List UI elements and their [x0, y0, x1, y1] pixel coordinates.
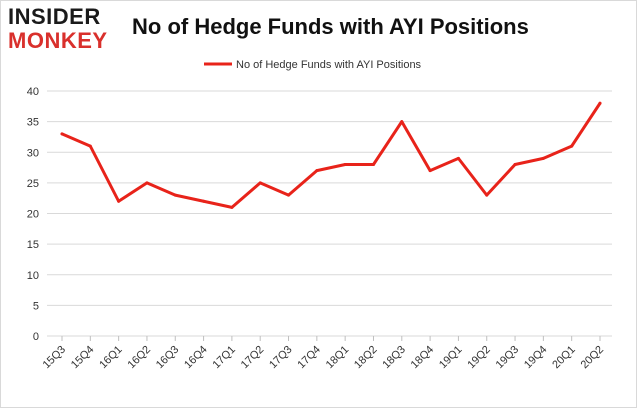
- data-point: [541, 156, 545, 160]
- data-point: [145, 181, 149, 185]
- data-point: [371, 163, 375, 166]
- logo-line-1: INSIDER: [8, 4, 101, 29]
- x-tick-label: 17Q1: [210, 344, 238, 372]
- y-tick-label: 35: [27, 117, 39, 129]
- x-tick-label: 20Q2: [579, 344, 607, 372]
- data-point: [598, 101, 602, 105]
- x-tick-label: 16Q1: [97, 344, 125, 372]
- x-tick-label: 19Q3: [494, 344, 522, 372]
- data-point: [230, 205, 234, 209]
- x-tick-label: 16Q4: [182, 344, 210, 372]
- x-tick-label: 19Q1: [437, 344, 465, 372]
- x-tick-label: 17Q3: [267, 344, 295, 372]
- data-point: [570, 144, 574, 148]
- y-tick-label: 0: [33, 331, 39, 343]
- x-tick-label: 18Q1: [324, 344, 352, 372]
- x-tick-label: 15Q3: [41, 344, 69, 372]
- data-point: [173, 193, 177, 197]
- x-tick-label: 19Q4: [522, 344, 550, 372]
- data-point: [400, 120, 404, 124]
- y-tick-label: 5: [33, 300, 39, 312]
- y-tick-label: 30: [27, 147, 39, 159]
- x-tick-label: 16Q3: [154, 344, 182, 372]
- x-tick-label: 17Q2: [239, 344, 267, 372]
- legend-label: No of Hedge Funds with AYI Positions: [236, 59, 422, 71]
- data-point: [315, 169, 319, 173]
- x-tick-label: 19Q2: [465, 344, 493, 372]
- data-point: [287, 193, 291, 197]
- y-tick-label: 40: [27, 86, 39, 98]
- insider-monkey-logo: INSIDER MONKEY: [8, 6, 120, 52]
- x-tick-label: 16Q2: [126, 344, 154, 372]
- x-tick-label: 18Q3: [380, 344, 408, 372]
- series-line: [60, 101, 602, 209]
- x-tick-label: 17Q4: [295, 344, 323, 372]
- data-point: [258, 181, 262, 185]
- data-point: [202, 199, 206, 203]
- data-point: [428, 169, 432, 173]
- data-point: [117, 199, 121, 203]
- data-point: [343, 163, 347, 166]
- x-tick-label: 20Q1: [550, 344, 578, 372]
- y-tick-label: 20: [27, 209, 39, 221]
- data-point: [485, 193, 489, 197]
- y-tick-label: 10: [27, 270, 39, 282]
- x-tick-label: 18Q2: [352, 344, 380, 372]
- chart-title: No of Hedge Funds with AYI Positions: [132, 14, 529, 39]
- x-tick-label: 18Q4: [409, 344, 437, 372]
- x-tick-label: 15Q4: [69, 344, 97, 372]
- data-point: [60, 132, 64, 136]
- data-point: [88, 144, 92, 148]
- data-point: [513, 163, 517, 166]
- data-point: [456, 156, 460, 160]
- y-tick-label: 15: [27, 239, 39, 251]
- y-tick-label: 25: [27, 178, 39, 190]
- logo-line-2: MONKEY: [8, 28, 108, 53]
